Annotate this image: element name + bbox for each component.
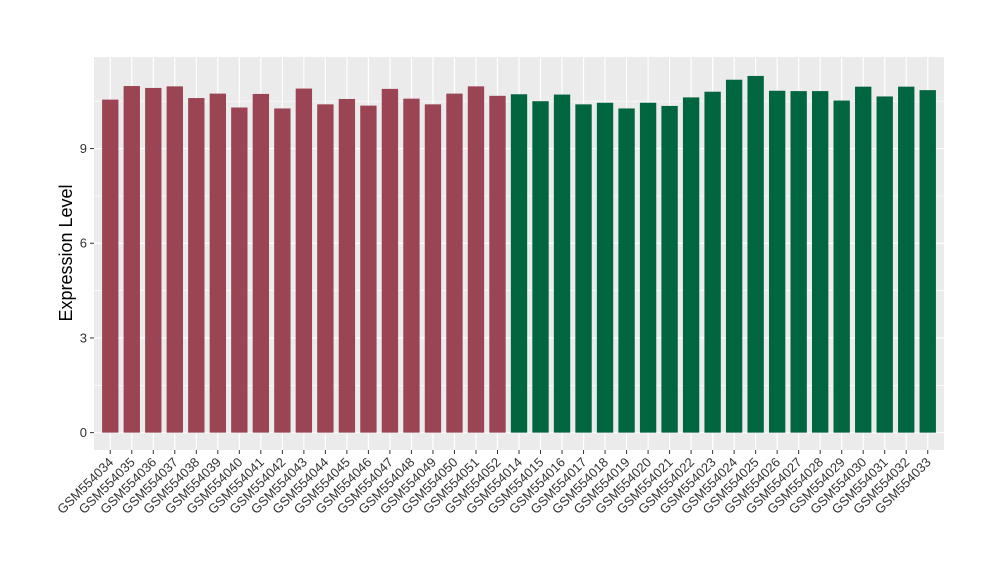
y-axis-title: Expression Level [56, 184, 76, 321]
bar-GSM554042 [274, 108, 291, 433]
bar-GSM554043 [295, 88, 313, 433]
bar-GSM554049 [424, 104, 442, 433]
bar-GSM554044 [317, 104, 334, 433]
bar-GSM554021 [661, 105, 678, 433]
bar-GSM554026 [768, 90, 786, 433]
y-axis: 0 3 6 9 [80, 141, 94, 440]
bar-GSM554031 [876, 96, 893, 433]
bars [102, 75, 936, 433]
bar-GSM554032 [898, 86, 915, 433]
bar-GSM554035 [123, 86, 140, 433]
bar-GSM554047 [381, 88, 399, 433]
bar-GSM554052 [489, 95, 506, 433]
y-tick-label: 3 [80, 330, 87, 345]
bar-GSM554034 [102, 99, 119, 433]
bar-GSM554051 [467, 86, 485, 433]
bar-GSM554028 [812, 91, 829, 433]
y-tick-label: 9 [80, 141, 87, 156]
bar-GSM554048 [403, 98, 420, 433]
bar-GSM554020 [639, 102, 657, 433]
bar-GSM554015 [532, 101, 549, 433]
bar-GSM554038 [188, 98, 205, 433]
bar-GSM554027 [790, 91, 807, 433]
bar-GSM554046 [360, 105, 377, 433]
bar-GSM554041 [252, 93, 270, 433]
bar-GSM554050 [446, 93, 463, 433]
y-tick-label: 6 [80, 236, 87, 251]
bar-GSM554022 [682, 97, 700, 433]
bar-GSM554033 [919, 90, 936, 433]
bar-GSM554025 [747, 75, 764, 433]
bar-GSM554024 [725, 79, 743, 433]
bar-GSM554036 [145, 87, 162, 433]
bar-GSM554039 [209, 93, 226, 433]
bar-GSM554030 [855, 86, 872, 433]
bar-GSM554023 [704, 91, 721, 433]
bar-GSM554029 [833, 100, 850, 433]
bar-GSM554037 [166, 86, 183, 433]
bar-GSM554040 [231, 107, 248, 433]
bar-GSM554016 [553, 94, 571, 433]
bar-GSM554019 [618, 108, 635, 433]
bar-GSM554014 [510, 94, 528, 433]
x-axis: GSM554034GSM554035GSM554036GSM554037GSM5… [54, 450, 934, 517]
bar-GSM554017 [575, 104, 592, 433]
y-tick-label: 0 [80, 425, 87, 440]
bar-GSM554045 [338, 98, 356, 433]
bar-GSM554018 [596, 102, 614, 433]
